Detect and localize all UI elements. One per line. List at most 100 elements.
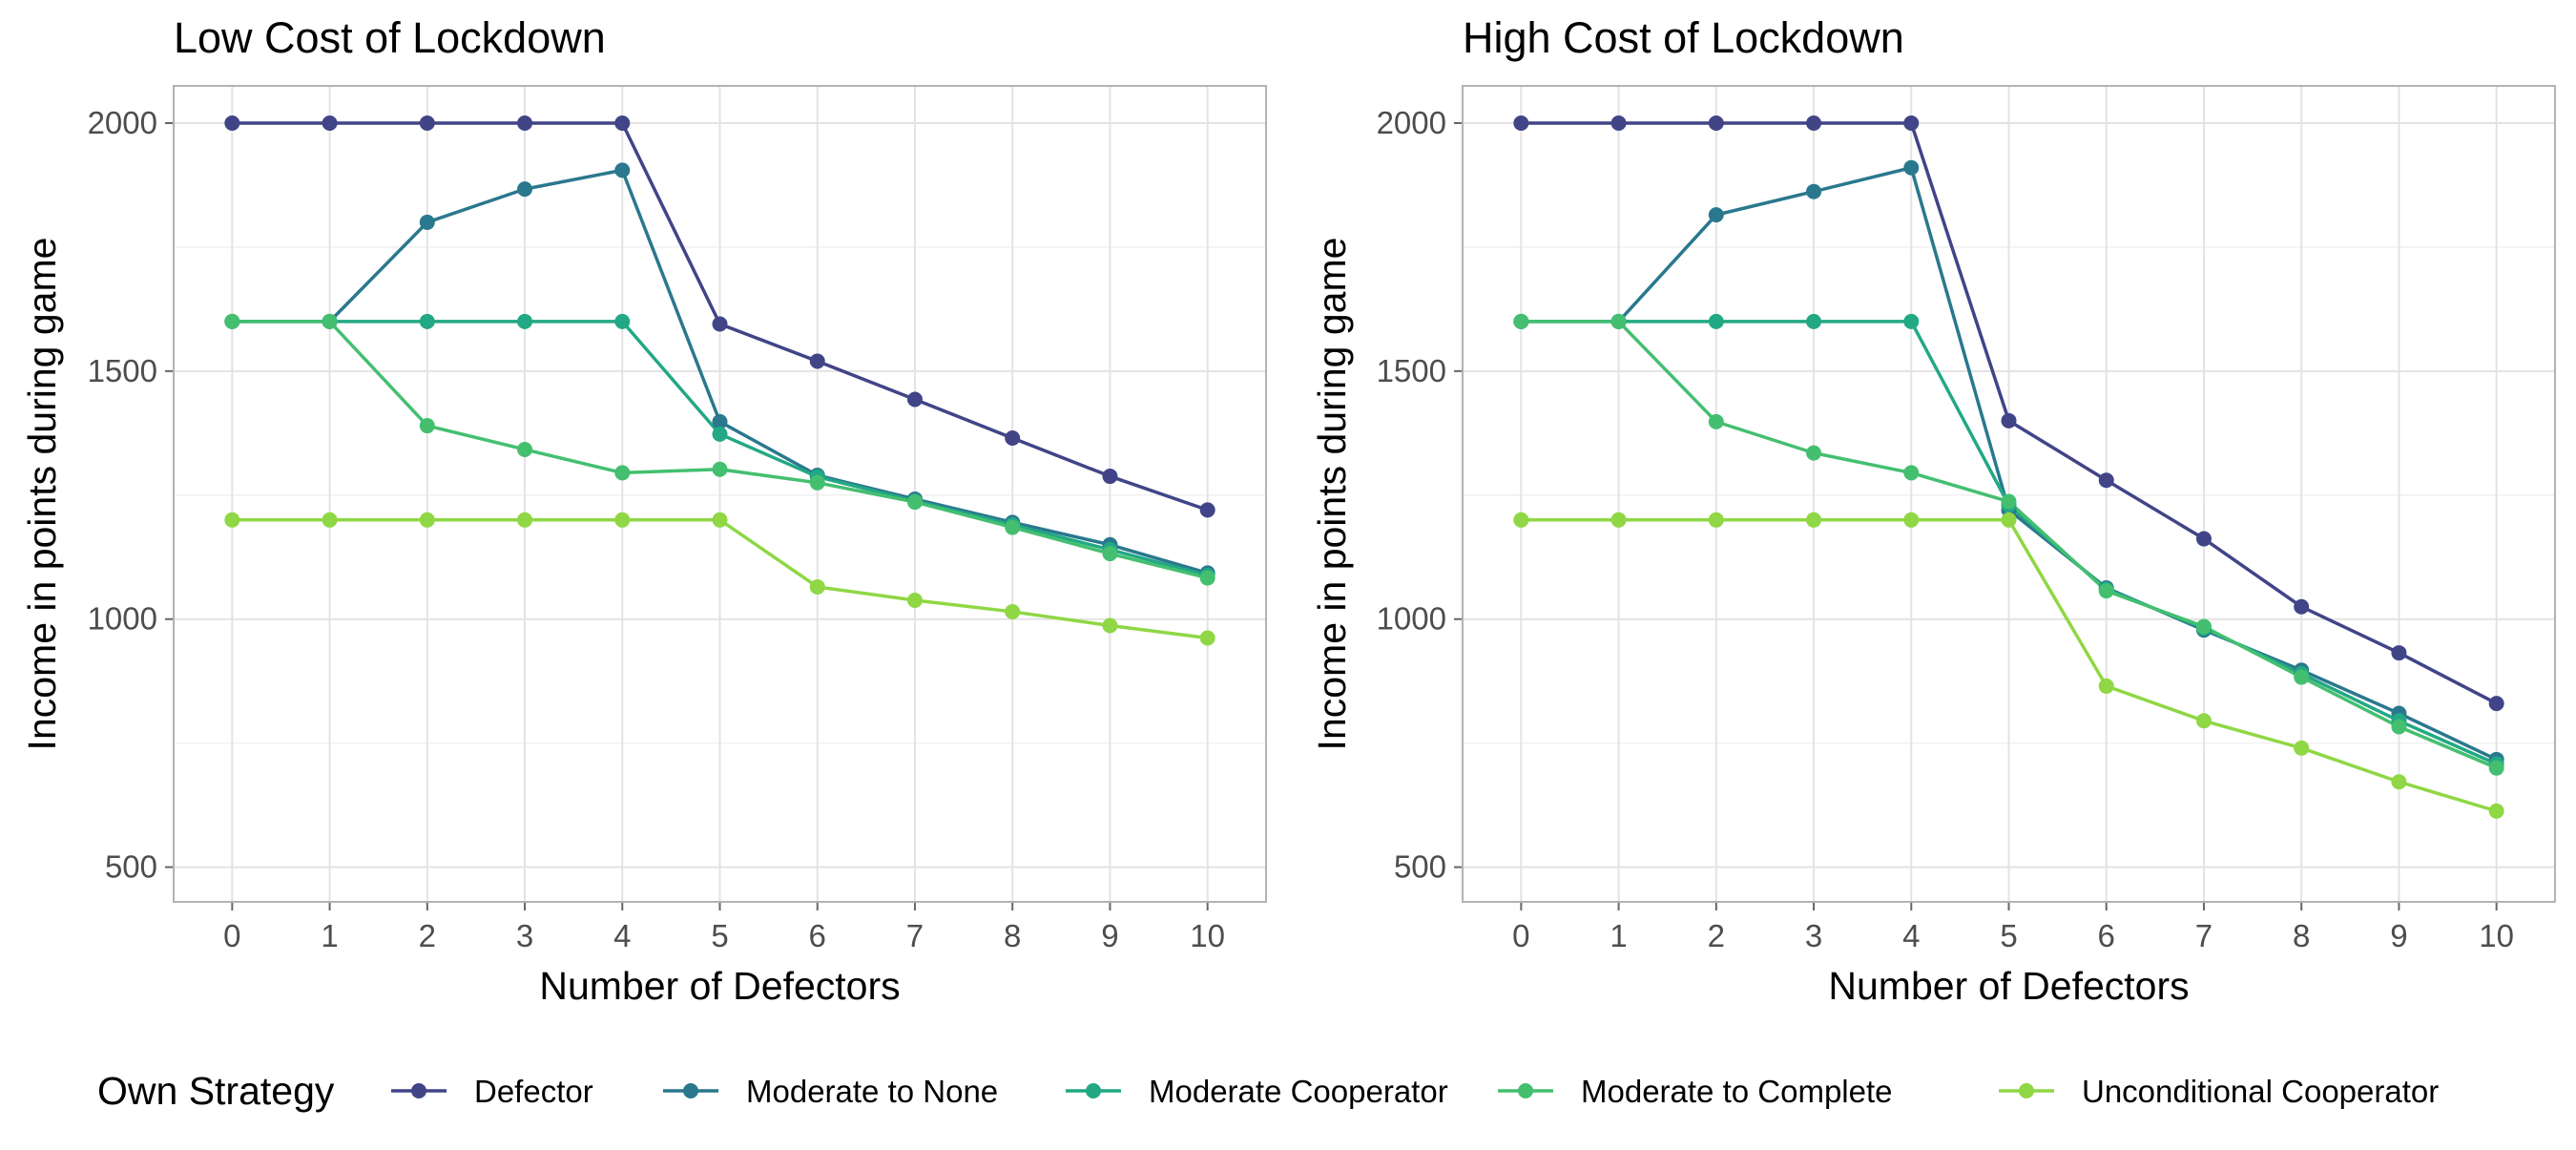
legend: Own Strategy Defector Moderate to None Mod… [97,1069,2439,1113]
data-point [517,313,533,329]
x-axis-title: Number of Defectors [539,964,900,1008]
data-point [224,115,240,131]
data-point [1708,512,1724,528]
x-tick-label: 8 [2293,918,2310,953]
x-tick-label: 7 [906,918,924,953]
data-point [2195,618,2212,635]
x-tick-label: 5 [711,918,728,953]
panel-border [173,85,1267,903]
x-tick-label: 9 [2390,918,2407,953]
data-point [1102,617,1118,634]
data-point [224,512,240,528]
data-point [1005,519,1021,535]
y-axis-title: Income in points during game [1310,238,1354,751]
data-point [2294,740,2310,756]
x-tick-label: 2 [1708,918,1725,953]
y-tick-label: 1000 [88,601,157,637]
panel-low-cost: 500 1000 1500 2000 0 1 2 3 4 5 6 7 8 9 10 Low Cost of L… [20,13,1267,1008]
data-point [2294,669,2310,685]
data-point [419,313,435,329]
data-point [1806,183,1822,199]
data-point [906,494,923,511]
data-point [517,181,533,198]
chart-title: High Cost of Lockdown [1463,13,1904,62]
data-point [614,162,631,178]
data-point [419,214,435,230]
data-point [614,465,631,481]
data-point [2488,696,2504,712]
data-point [906,391,923,408]
data-point [1513,512,1529,528]
x-tick-label: 2 [419,918,436,953]
data-point [1903,313,1920,329]
data-point [614,313,631,329]
legend-label: Defector [474,1074,593,1109]
data-point [1102,546,1118,562]
x-tick-label: 0 [223,918,240,953]
legend-key-point [683,1083,698,1098]
y-tick-label: 1500 [88,353,157,388]
x-tick-label: 8 [1004,918,1021,953]
data-point [809,578,825,595]
data-point [1513,313,1529,329]
x-tick-label: 1 [321,918,338,953]
data-point [1903,115,1920,131]
data-point [1708,413,1724,429]
data-point [809,353,825,369]
data-point [1708,207,1724,223]
data-point [1610,512,1627,528]
data-point [614,115,631,131]
data-point [2098,678,2114,694]
data-point [322,313,338,329]
legend-label: Moderate to None [746,1074,998,1109]
y-axis-title: Income in points during game [20,238,64,751]
data-point [1199,570,1215,586]
x-tick-label: 0 [1512,918,1529,953]
x-tick-label: 3 [516,918,533,953]
y-tick-label: 2000 [88,105,157,140]
data-point [712,316,728,332]
legend-items: Defector Moderate to None Moderate Coopera… [391,1074,2439,1109]
x-tick-label: 1 [1610,918,1627,953]
data-point [322,512,338,528]
legend-key-point [1086,1083,1101,1098]
data-point [1903,465,1920,481]
data-point [224,313,240,329]
x-tick-label: 6 [2098,918,2115,953]
data-point [2488,760,2504,776]
x-tick-label: 6 [809,918,826,953]
data-point [1005,430,1021,447]
data-point [2001,512,2017,528]
data-point [2195,531,2212,547]
x-tick-label: 10 [1190,918,1225,953]
data-point [2391,645,2407,661]
data-point [614,512,631,528]
data-point [1199,630,1215,646]
panel-high-cost: 500 1000 1500 2000 0 1 2 3 4 5 6 7 8 9 10 High Cost of … [1310,13,2556,1008]
data-point [419,512,435,528]
data-point [1903,512,1920,528]
data-point [419,115,435,131]
data-point [1708,115,1724,131]
y-tick-label: 500 [105,849,157,885]
data-point [2488,803,2504,819]
data-point [2294,598,2310,615]
legend-label: Moderate Cooperator [1149,1074,1448,1109]
panel-border [1462,85,2556,903]
data-point [1102,469,1118,485]
data-point [517,441,533,457]
x-tick-label: 9 [1101,918,1118,953]
legend-label: Moderate to Complete [1581,1074,1893,1109]
data-point [1806,313,1822,329]
x-axis-title: Number of Defectors [1828,964,2189,1008]
data-point [2195,713,2212,729]
data-point [1806,115,1822,131]
data-point [1806,445,1822,461]
data-point [517,512,533,528]
data-point [906,592,923,608]
data-point [2391,719,2407,735]
legend-title: Own Strategy [97,1069,335,1113]
data-point [712,461,728,477]
